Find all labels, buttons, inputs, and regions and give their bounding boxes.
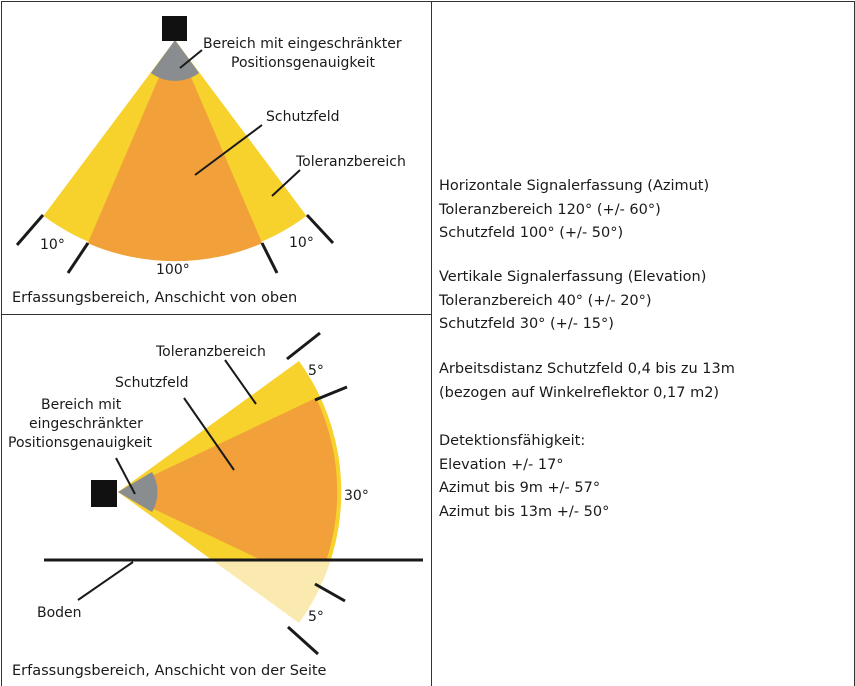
top-view-caption: Erfassungsbereich, Anschicht von oben (12, 290, 298, 306)
reduced-accuracy-sector-side (118, 472, 158, 512)
protection-pointer (194, 124, 263, 176)
angle-label-top-side: 5° (308, 363, 324, 379)
specification-panel (431, 1, 855, 686)
detection-azimut-9m: Azimut bis 9m +/- 57° (439, 480, 601, 496)
sensor-box (162, 16, 187, 41)
angle-label-middle-side: 30° (344, 488, 369, 504)
label-reduced-accuracy-line2-side: eingeschränkter (29, 416, 143, 432)
angle-label-bottom: 100° (156, 262, 190, 278)
detection-elevation: Elevation +/- 17° (439, 456, 564, 473)
label-protection-field: Schutzfeld (266, 109, 340, 125)
label-reduced-accuracy-line1: Bereich mit eingeschränkter (203, 36, 402, 52)
protection-boundary-left (66, 242, 90, 274)
side-view-diagram: Toleranzbereich Schutzfeld Bereich mit e… (8, 331, 423, 656)
azimut-spec-block: Horizontale Signalerfassung (Azimut) Tol… (439, 175, 709, 246)
reduced-accuracy-pointer-side (115, 457, 136, 495)
protection-sector (87, 40, 263, 262)
side-view-caption: Erfassungsbereich, Anschicht von der Sei… (12, 663, 327, 679)
sensor-box-side (91, 480, 117, 507)
label-reduced-accuracy-line2: Positionsgenauigkeit (231, 55, 376, 71)
detection-spec-block: Detektionsfähigkeit: Elevation +/- 17° A… (439, 430, 609, 524)
reduced-accuracy-pointer (179, 49, 203, 69)
top-view-diagram: Bereich mit eingeschränkter Positionsgen… (15, 16, 406, 278)
protection-sector-side (118, 398, 338, 560)
elevation-heading: Vertikale Signalerfassung (Elevation) (439, 269, 707, 285)
label-tolerance-range: Toleranzbereich (295, 154, 406, 170)
angle-label-bottom-side: 5° (308, 609, 324, 625)
distance-spec-block: Arbeitsdistanz Schutzfeld 0,4 bis zu 13m… (439, 358, 735, 405)
label-reduced-accuracy-line3-side: Positionsgenauigkeit (8, 435, 153, 451)
tolerance-pointer-side (224, 359, 257, 405)
detection-heading: Detektionsfähigkeit: (439, 433, 586, 449)
label-tolerance-range-side: Toleranzbereich (155, 344, 266, 360)
side-view-panel (1, 314, 432, 686)
azimut-tolerance: Toleranzbereich 120° (+/- 60°) (439, 201, 661, 218)
azimut-protection: Schutzfeld 100° (+/- 50°) (439, 225, 624, 241)
label-ground: Boden (37, 605, 82, 621)
label-protection-field-side: Schutzfeld (115, 375, 189, 391)
angle-label-right: 10° (289, 235, 314, 251)
label-reduced-accuracy-line1-side: Bereich mit (41, 397, 122, 413)
elevation-tolerance: Toleranzbereich 40° (+/- 20°) (439, 292, 652, 309)
azimut-heading: Horizontale Signalerfassung (Azimut) (439, 178, 710, 194)
reduced-accuracy-sector (150, 40, 200, 81)
tolerance-pointer (271, 169, 301, 197)
below-ground-zone (211, 560, 331, 623)
top-view-panel (1, 1, 432, 315)
elevation-spec-block: Vertikale Signalerfassung (Elevation) To… (439, 266, 706, 337)
tolerance-boundary-right (305, 213, 335, 245)
ground-pointer (77, 561, 134, 601)
elevation-protection: Schutzfeld 30° (+/- 15°) (439, 316, 614, 332)
protection-boundary-right (260, 242, 279, 274)
distance-range: Arbeitsdistanz Schutzfeld 0,4 bis zu 13m (439, 361, 735, 377)
tolerance-boundary-bottom (286, 625, 320, 656)
tolerance-boundary-top (286, 331, 321, 361)
detection-azimut-13m: Azimut bis 13m +/- 50° (439, 503, 610, 520)
distance-reference: (bezogen auf Winkelreflektor 0,17 m2) (439, 384, 720, 401)
protection-boundary-bottom (314, 582, 346, 603)
angle-label-left: 10° (40, 237, 65, 253)
protection-boundary-top (314, 385, 348, 402)
protection-pointer-side (183, 397, 235, 471)
tolerance-boundary-left (15, 214, 45, 246)
